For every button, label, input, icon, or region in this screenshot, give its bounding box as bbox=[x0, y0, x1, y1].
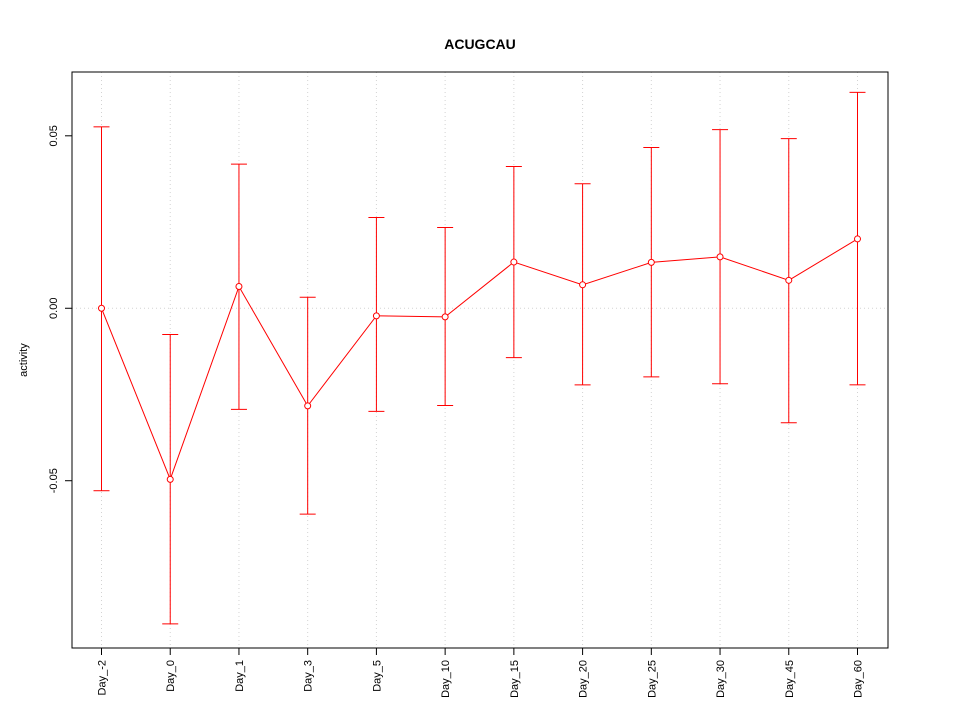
axes: Day_-2 Day_0 Day_1 Day_3 Day_5 Day_10 Day_15 Da… bbox=[48, 125, 865, 698]
data-point bbox=[166, 475, 174, 483]
data-point bbox=[441, 313, 449, 321]
data-point bbox=[304, 402, 312, 410]
x-tick-label: Day_25 bbox=[646, 660, 658, 698]
data-point bbox=[235, 283, 243, 291]
data-point bbox=[854, 235, 861, 243]
y-tick-label: 0.00 bbox=[48, 298, 60, 319]
x-tick-label: Day_0 bbox=[165, 660, 177, 692]
plot-frame bbox=[71, 71, 889, 649]
y-tick-label: -0.05 bbox=[48, 468, 60, 493]
y-axis-label: activity bbox=[18, 343, 30, 377]
data-point bbox=[716, 253, 724, 261]
x-tick-label: Day_5 bbox=[371, 660, 383, 692]
x-tick-label: Day_1 bbox=[234, 660, 246, 692]
data-point bbox=[372, 312, 380, 320]
data-point bbox=[647, 258, 655, 266]
chart-title: ACUGCAU bbox=[444, 36, 516, 52]
series-layer bbox=[93, 91, 866, 625]
series-line bbox=[101, 238, 858, 481]
data-point bbox=[510, 258, 518, 266]
y-tick-label: 0.05 bbox=[48, 125, 60, 146]
x-tick-label: Day_10 bbox=[440, 660, 452, 698]
x-tick-label: Day_30 bbox=[715, 660, 727, 698]
data-point bbox=[785, 276, 793, 284]
x-tick-label: Day_3 bbox=[303, 660, 315, 692]
x-tick-label: Day_20 bbox=[578, 660, 590, 698]
x-tick-label: Day_45 bbox=[784, 660, 796, 698]
x-tick-label: Day_-2 bbox=[97, 660, 109, 695]
grid bbox=[72, 72, 888, 648]
x-tick-label: Day_15 bbox=[509, 660, 521, 698]
data-point bbox=[98, 304, 105, 312]
x-tick-label: Day_60 bbox=[853, 660, 865, 698]
data-point bbox=[579, 281, 587, 289]
